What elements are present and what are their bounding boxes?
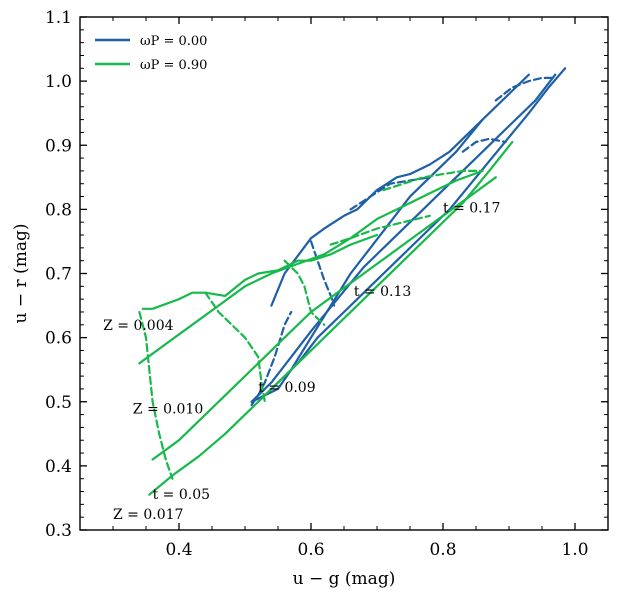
- annotation-label: t = 0.05: [153, 487, 210, 503]
- series-line-18: [382, 169, 484, 192]
- y-tick-label: 0.6: [45, 329, 72, 349]
- series-line-14: [138, 310, 174, 480]
- x-tick-label: 0.8: [429, 540, 456, 560]
- legend-label: ωP = 0.90: [140, 58, 207, 73]
- y-tick-label: 0.8: [45, 200, 72, 220]
- y-tick-label: 0.5: [45, 393, 72, 413]
- x-tick-label: 0.6: [297, 540, 324, 560]
- annotation-label: t = 0.13: [354, 284, 411, 300]
- annotation-label: t = 0.09: [258, 380, 315, 396]
- series-line-3: [257, 67, 567, 403]
- x-tick-label: 0.4: [165, 540, 192, 560]
- plot-frame: [79, 16, 609, 531]
- series-line-11: [151, 176, 497, 461]
- series-line-13: [141, 233, 379, 310]
- y-tick-label: 0.9: [45, 136, 72, 156]
- series-line-5: [250, 310, 293, 407]
- series-line-10: [138, 169, 484, 365]
- annotation-label: Z = 0.017: [113, 507, 183, 523]
- x-tick-label: 1.0: [561, 540, 588, 560]
- x-axis-title: u − g (mag): [293, 569, 396, 589]
- legend-label: ωP = 0.00: [140, 34, 207, 49]
- axis-ticks: [79, 16, 609, 531]
- axis-tick-labels: 0.4 0.6 0.8 1.0 0.3 0.4 0.5 0.6 0.7 0.8 0.9 1.0 1.1: [45, 8, 589, 560]
- y-tick-label: 1.1: [45, 8, 72, 28]
- series-line-12: [148, 140, 514, 496]
- series-line-17: [329, 214, 431, 246]
- annotations: Z = 0.004 Z = 0.010 Z = 0.017 t = 0.05 t = 0…: [103, 201, 500, 524]
- annotation-label: t = 0.17: [443, 201, 500, 217]
- annotation-label: Z = 0.004: [103, 318, 174, 334]
- series-line-6: [309, 240, 336, 307]
- legend: ωP = 0.00 ωP = 0.90: [95, 34, 207, 73]
- series-line-8: [461, 137, 507, 153]
- y-tick-label: 0.4: [45, 457, 72, 477]
- y-tick-label: 0.3: [45, 521, 72, 541]
- series-line-16: [283, 259, 326, 326]
- y-axis-title: u − r (mag): [11, 224, 31, 324]
- series-line-2: [250, 73, 557, 403]
- series-line-15: [204, 291, 266, 403]
- annotation-label: Z = 0.010: [133, 401, 203, 417]
- y-tick-label: 0.7: [45, 265, 72, 285]
- series-line-9: [494, 76, 557, 102]
- plot-lines: [138, 67, 567, 496]
- y-tick-label: 1.0: [45, 72, 72, 92]
- series-line-4: [270, 118, 484, 307]
